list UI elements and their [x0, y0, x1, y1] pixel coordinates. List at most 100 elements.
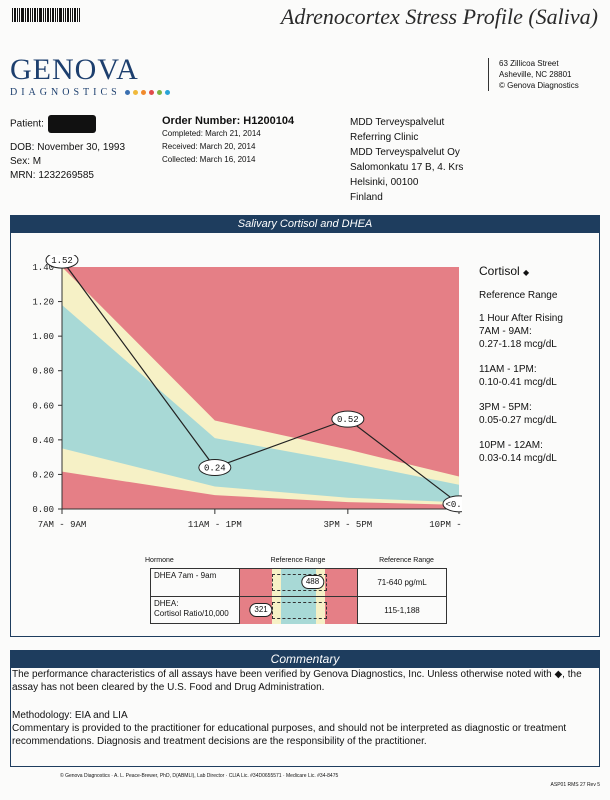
x-tick-label: 11AM - 1PM — [188, 520, 242, 530]
legend-subtitle: Reference Range — [479, 290, 558, 301]
reference-band — [62, 305, 459, 503]
barcode-bar — [45, 8, 46, 22]
hormone-col-header: Hormone — [145, 557, 174, 564]
data-label: 0.52 — [337, 415, 359, 425]
cortisol-line — [61, 259, 460, 505]
cortisol-legend: Cortisol ◆ Reference Range 1 Hour After … — [479, 265, 563, 477]
table-row: DHEA 7am - 9am 488 71-640 pg/mL — [151, 569, 446, 597]
address-line: 63 Zillicoa Street — [499, 59, 559, 68]
diamond-icon: ◆ — [523, 268, 530, 277]
logo-dot — [148, 90, 154, 96]
barcode-bar — [63, 8, 64, 22]
commentary-title: Commentary — [11, 651, 599, 668]
barcode-bar — [77, 8, 78, 22]
reference-range: 115-1,188 — [384, 606, 420, 615]
hormone-name: DHEA: Cortisol Ratio/10,000 — [151, 597, 240, 624]
logo-dot — [132, 90, 138, 96]
barcode-bar — [17, 8, 18, 22]
y-tick-label: 0.20 — [32, 470, 54, 480]
barcode-bar — [34, 8, 36, 22]
logo-dots — [124, 90, 170, 96]
range-bar: 321 — [240, 597, 358, 624]
clinic-info: MDD Terveyspalvelut Referring Clinic MDD… — [350, 115, 463, 205]
barcode-bar — [65, 8, 66, 22]
logo-dot — [124, 90, 130, 96]
logo-sub: DIAGNOSTICS — [10, 87, 121, 98]
clinic-line: MDD Terveyspalvelut — [350, 117, 445, 128]
order-info: Order Number: H1200104 Completed: March … — [162, 115, 294, 166]
barcode-bar — [67, 8, 69, 22]
footer-left: © Genova Diagnostics · A. L. Peace-Brewe… — [60, 773, 339, 779]
table-row: DHEA: Cortisol Ratio/10,000 321 115-1,18… — [151, 597, 446, 624]
barcode-bar — [57, 8, 58, 22]
data-point — [442, 495, 462, 513]
barcode-bar — [12, 8, 13, 22]
legend-period-1: 1 Hour After Rising 7AM - 9AM: 0.27-1.18… — [479, 312, 563, 351]
barcode-bar — [19, 8, 20, 22]
barcode-bar — [39, 8, 42, 22]
barcode-bar — [70, 8, 71, 22]
legend-period-3: 3PM - 5PM: 0.05-0.27 mcg/dL — [479, 401, 563, 427]
barcode-bar — [43, 8, 44, 22]
barcode-bar — [72, 8, 73, 22]
hormone-name: DHEA 7am - 9am — [151, 569, 240, 596]
address-line: Asheville, NC 28801 — [499, 70, 572, 79]
legend-period-4: 10PM - 12AM: 0.03-0.14 mcg/dL — [479, 439, 563, 465]
patient-sex: Sex: M — [10, 156, 42, 167]
barcode-bar — [37, 8, 38, 22]
data-label: 0.24 — [204, 464, 226, 474]
range-segment — [325, 569, 357, 596]
ref-box — [271, 574, 328, 591]
low-band — [62, 476, 459, 509]
x-tick-label: 7AM - 9AM — [38, 520, 87, 530]
commentary-p1: The performance characteristics of all a… — [12, 669, 582, 693]
footer-right: ASP01 RMS 27 Rev 5 — [550, 782, 600, 788]
period-label: 10PM - 12AM: — [479, 440, 543, 451]
logo-dot — [164, 90, 170, 96]
hormone-table-header: Hormone Reference Range Reference Range — [145, 557, 450, 564]
commentary-text: The performance characteristics of all a… — [12, 668, 592, 748]
genova-logo: GENOVA DIAGNOSTICS — [10, 55, 170, 98]
order-collected: Collected: March 16, 2014 — [162, 155, 256, 164]
patient-label: Patient: — [10, 118, 44, 130]
barcode — [12, 8, 92, 22]
barcode-bar — [55, 8, 56, 22]
range-segment — [325, 597, 357, 624]
period-range: 0.03-0.14 mcg/dL — [479, 453, 557, 464]
range-segment — [271, 597, 281, 624]
range-segment — [316, 597, 326, 624]
lab-address: 63 Zillicoa Street Asheville, NC 28801 ©… — [488, 58, 579, 91]
data-point — [331, 410, 365, 428]
cortisol-chart: 0.00 0.20 0.40 0.60 0.80 1.00 1.20 1.40 7AM - 9A… — [32, 255, 462, 530]
data-point — [198, 459, 232, 477]
legend-title: Cortisol — [479, 264, 520, 278]
commentary-p3: Commentary is provided to the practition… — [12, 723, 567, 747]
data-point — [45, 255, 79, 269]
ref-bar-col-header: Reference Range — [270, 557, 326, 564]
patient-mrn: MRN: 1232269585 — [10, 170, 94, 181]
range-bar: 488 — [240, 569, 358, 596]
clinic-line: Finland — [350, 192, 383, 203]
order-completed: Completed: March 21, 2014 — [162, 129, 261, 138]
range-segment — [271, 569, 281, 596]
clinic-line: MDD Terveyspalvelut Oy — [350, 147, 460, 158]
commentary-p2: Methodology: EIA and LIA — [12, 710, 128, 721]
barcode-bar — [21, 8, 24, 22]
section-title: Salivary Cortisol and DHEA — [11, 216, 599, 233]
y-tick-label: 0.00 — [32, 505, 54, 515]
hormone-value: 488 — [300, 575, 325, 589]
ref-box — [271, 602, 328, 619]
clinic-line: Helsinki, 00100 — [350, 177, 419, 188]
y-tick-label: 1.40 — [32, 263, 54, 273]
cortisol-section: Salivary Cortisol and DHEA — [10, 215, 600, 637]
x-tick-label: 3PM - 5PM — [324, 520, 373, 530]
legend-period-2: 11AM - 1PM: 0.10-0.41 mcg/dL — [479, 363, 563, 389]
barcode-bar — [30, 8, 31, 22]
period-range: 0.27-1.18 mcg/dL — [479, 339, 557, 350]
clinic-line: Salomonkatu 17 B, 4. Krs — [350, 162, 464, 173]
patient-info: Patient: DOB: November 30, 1993 Sex: M M… — [10, 115, 125, 183]
clinic-line: Referring Clinic — [350, 132, 419, 143]
hormone-value: 321 — [249, 603, 273, 617]
order-received: Received: March 20, 2014 — [162, 142, 256, 151]
y-tick-label: 0.80 — [32, 367, 54, 377]
